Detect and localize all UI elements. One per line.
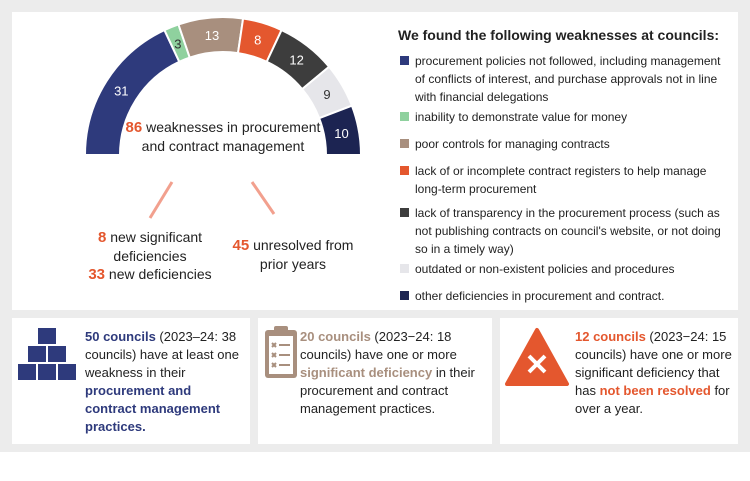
new-significant: 8 new significant deficiencies	[75, 228, 225, 266]
card-text: (2023−24: 18 councils) have one or more	[300, 329, 457, 362]
card-tail: for over a year.	[575, 383, 730, 416]
segment	[317, 104, 363, 156]
card-lead: 20 councils	[300, 329, 371, 344]
segment-label: 9	[323, 87, 330, 102]
card-text: 12 councils (2023−24: 15 councils) have …	[575, 328, 735, 418]
number: 33	[88, 266, 106, 283]
number: 45	[232, 237, 250, 254]
center-label: 86 weaknesses in procurement and contrac…	[113, 118, 333, 155]
legend-swatch	[400, 112, 409, 121]
card-lead: 50 councils	[85, 329, 156, 344]
center-text: weaknesses in procurement and contract m…	[141, 119, 321, 154]
card-text: (2023–24: 38 councils) have at least one…	[85, 329, 239, 380]
number: 8	[97, 229, 107, 246]
legend-label: lack of transparency in the procurement …	[415, 206, 721, 256]
legend-title: We found the following weaknesses at cou…	[398, 27, 720, 43]
legend-swatch	[400, 208, 409, 217]
card-emphasis: not been resolved	[599, 383, 711, 398]
legend-swatch	[400, 291, 409, 300]
card-tail: in their procurement and contract manage…	[300, 365, 475, 416]
boxes-icon	[18, 328, 76, 380]
legend-label: poor controls for managing contracts	[415, 137, 610, 151]
chart: 31 3 13 8 12 9 10	[83, 16, 363, 219]
segment-label: 31	[114, 83, 128, 98]
legend-item: procurement policies not followed, inclu…	[400, 52, 730, 106]
segment-label: 10	[334, 126, 348, 141]
legend-item: lack of transparency in the procurement …	[400, 204, 730, 258]
unresolved: 45 unresolved from prior years	[228, 236, 358, 274]
legend-label: procurement policies not followed, inclu…	[415, 54, 721, 104]
legend-item: outdated or non-existent policies and pr…	[400, 260, 730, 278]
legend-label: lack of or incomplete contract registers…	[415, 164, 707, 196]
segment-label: 13	[205, 28, 219, 43]
segment-label: 3	[174, 36, 181, 51]
legend-item: poor controls for managing contracts	[400, 135, 730, 153]
card-lead: 12 councils	[575, 329, 646, 344]
segment-label: 8	[254, 33, 261, 48]
legend-item: lack of or incomplete contract registers…	[400, 162, 730, 198]
legend-item: inability to demonstrate value for money	[400, 108, 730, 126]
card-emphasis: procurement and contract management prac…	[85, 383, 221, 434]
legend-swatch	[400, 56, 409, 65]
connector	[148, 181, 174, 219]
label: new deficiencies	[108, 266, 212, 282]
legend-swatch	[400, 139, 409, 148]
connector	[250, 181, 276, 215]
legend-swatch	[400, 264, 409, 273]
label: new significant deficiencies	[110, 229, 203, 264]
legend-label: outdated or non-existent policies and pr…	[415, 262, 675, 276]
legend-label: other deficiencies in procurement and co…	[415, 289, 665, 303]
legend-item: other deficiencies in procurement and co…	[400, 287, 730, 305]
card-text: 20 councils (2023−24: 18 councils) have …	[300, 328, 480, 418]
total: 86	[125, 119, 143, 136]
card-emphasis: significant deficiency	[300, 365, 433, 380]
new-deficiencies: 33 new deficiencies	[75, 266, 225, 283]
warning-icon	[505, 328, 569, 386]
legend-label: inability to demonstrate value for money	[415, 110, 628, 124]
legend-swatch	[400, 166, 409, 175]
segment-label: 12	[289, 53, 303, 68]
card-text: (2023−24: 15 councils) have one or more …	[575, 329, 732, 398]
label: unresolved from prior years	[253, 237, 354, 272]
clipboard-icon	[265, 326, 297, 378]
card-text: 50 councils (2023–24: 38 councils) have …	[85, 328, 245, 436]
